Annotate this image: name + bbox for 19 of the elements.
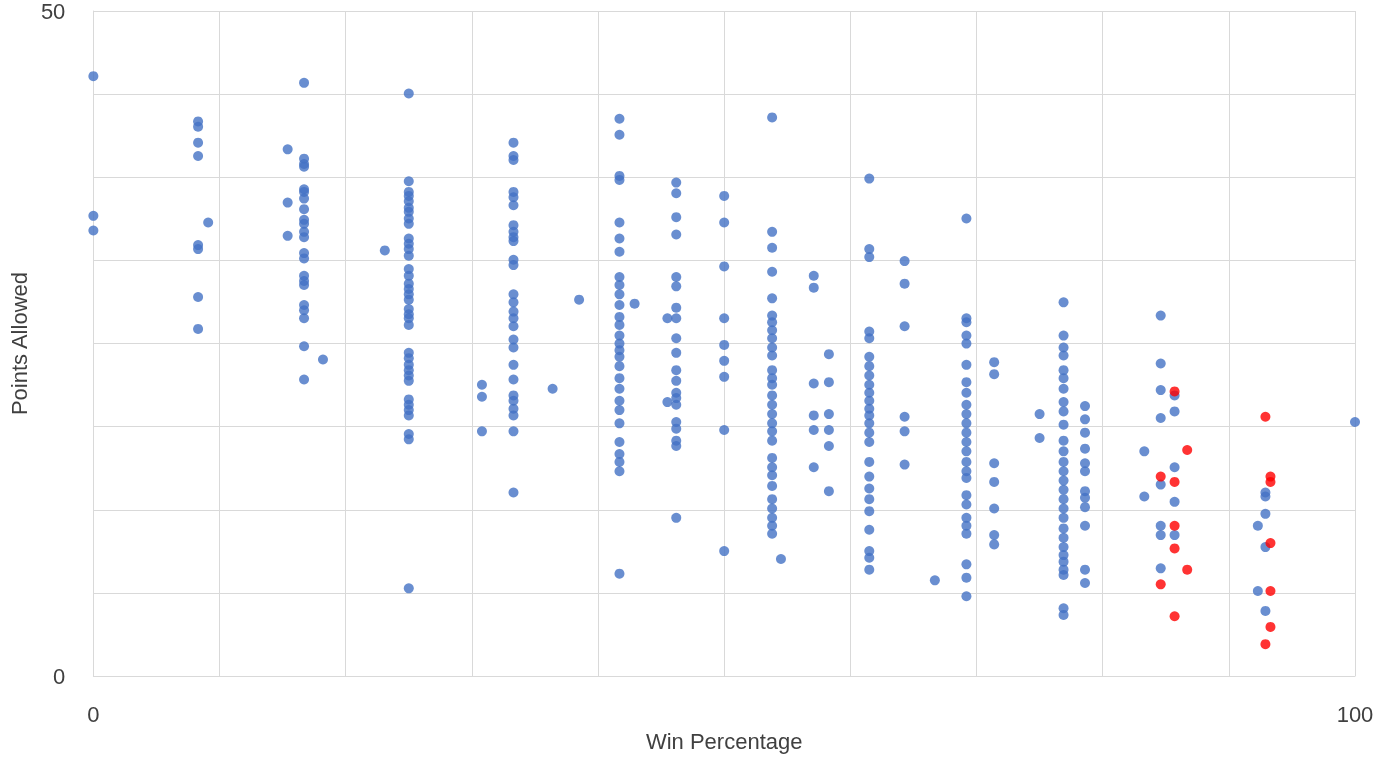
point xyxy=(1265,585,1276,596)
point xyxy=(1182,564,1193,575)
point xyxy=(1265,538,1276,549)
point xyxy=(1169,611,1180,622)
point xyxy=(1169,543,1180,554)
point xyxy=(1155,579,1166,590)
point xyxy=(1260,411,1271,422)
x-axis-title: Win Percentage xyxy=(645,728,803,754)
point xyxy=(1260,639,1271,650)
point xyxy=(1169,476,1180,487)
point xyxy=(1265,621,1276,632)
point xyxy=(1169,386,1180,397)
x-tick-label: 100 xyxy=(1336,701,1374,727)
y-axis-title: Points Allowed xyxy=(6,272,32,416)
point xyxy=(1182,444,1193,455)
y-tick-label: 50 xyxy=(40,0,66,24)
point xyxy=(1169,520,1180,531)
point xyxy=(1265,476,1276,487)
point xyxy=(1155,471,1166,482)
